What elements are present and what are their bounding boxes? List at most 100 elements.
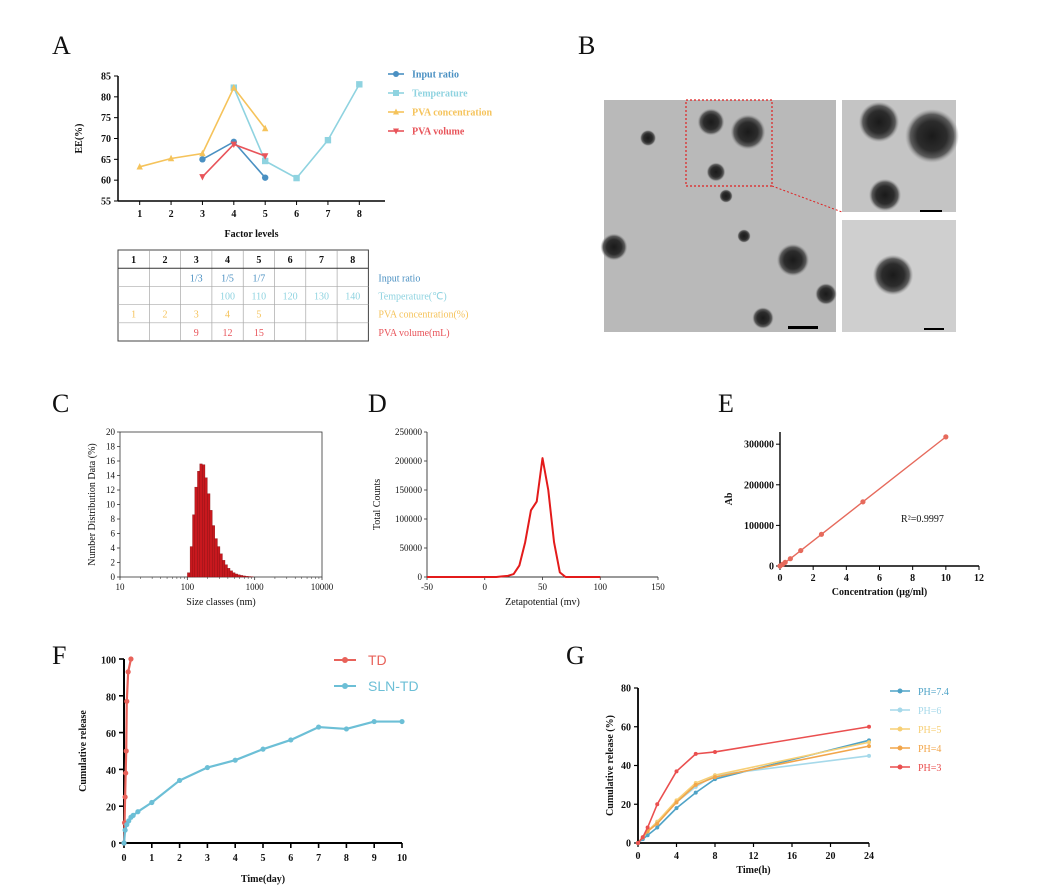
x-tick-label: 100 (594, 582, 608, 592)
y-tick-label: 300000 (744, 440, 774, 451)
data-point (122, 794, 128, 800)
histogram-bar (209, 510, 213, 578)
nanoparticle (730, 114, 766, 150)
y-tick-label: 200000 (395, 456, 423, 466)
data-point (136, 163, 143, 170)
table-header-cell: 1 (131, 255, 136, 266)
table-header-cell: 5 (256, 255, 261, 266)
table-header-cell: 7 (319, 255, 324, 266)
data-point (123, 748, 129, 754)
y-tick-label: 60 (621, 722, 631, 733)
tem-roi-box (685, 99, 773, 187)
chart-a: 55 60 65 70 75 80 85 1 2 3 4 5 6 7 8 Factor levels EE(%)… (74, 70, 493, 241)
histogram-bar (189, 546, 193, 578)
x-tick-label: 8 (344, 853, 349, 864)
y-tick-label: 0 (626, 839, 631, 850)
y-tick-label: 20 (106, 427, 116, 437)
data-point (636, 841, 640, 845)
data-point (232, 757, 238, 763)
data-point (640, 835, 645, 840)
table-cell: 1 (131, 310, 136, 321)
table-header-cell: 3 (194, 255, 199, 266)
legend-label: SLN-TD (368, 678, 419, 694)
y-tick-label: 100000 (395, 514, 423, 524)
x-tick-label: 8 (910, 573, 915, 584)
histogram-bar (194, 486, 198, 578)
data-point (288, 737, 294, 743)
data-point (261, 153, 269, 160)
y-tick-label: 80 (621, 684, 631, 695)
legend-marker (393, 108, 399, 115)
table-header-cell: 4 (225, 255, 230, 266)
y-axis-label: Number Distribution Data (%) (87, 443, 98, 565)
histogram-bar (234, 573, 238, 578)
x-tick-label: 12 (749, 851, 759, 862)
nanoparticle (706, 162, 726, 182)
x-tick-label: 50 (538, 582, 548, 592)
histogram-bar (204, 477, 208, 578)
y-tick-label: 4 (111, 543, 116, 553)
data-point (693, 782, 698, 787)
chart-e: 0 100000 200000 300000 0 2 4 6 8 10 12 R²=0.9997 Con… (724, 432, 984, 598)
x-tick-label: 5 (263, 209, 268, 220)
y-axis-label: Cumulative release (78, 710, 89, 792)
x-tick-label: 150 (651, 582, 665, 592)
histogram-bar (247, 576, 251, 578)
x-tick-label: 5 (261, 853, 266, 864)
x-tick-label: 4 (231, 209, 236, 220)
data-point (655, 821, 660, 826)
data-point (867, 753, 871, 758)
table-cell: 9 (194, 328, 199, 339)
panel-label-f: F (52, 641, 66, 670)
data-point (818, 531, 825, 537)
legend-marker (393, 128, 399, 135)
data-point (124, 698, 130, 704)
series-line (637, 741, 870, 844)
legend-marker (897, 688, 903, 694)
legend-label: PH=3 (918, 763, 941, 774)
y-axis-label: Cumulative release (%) (605, 715, 616, 816)
histogram-bar (202, 464, 206, 578)
y-tick-label: 20 (621, 800, 631, 811)
y-tick-label: 85 (101, 72, 111, 83)
x-tick-label: 10 (116, 582, 126, 592)
legend-label: PVA volume (412, 127, 465, 138)
series-line (122, 658, 133, 844)
data-point (130, 812, 136, 819)
legend-marker (393, 90, 399, 96)
data-point (674, 800, 679, 805)
x-axis-label: Time(h) (736, 865, 770, 876)
data-point (399, 718, 405, 725)
table-header-cell: 2 (162, 255, 167, 266)
data-point (693, 790, 698, 795)
y-tick-label: 16 (106, 456, 116, 466)
histogram-bar (222, 560, 226, 578)
data-point (149, 799, 155, 806)
data-point (199, 156, 206, 163)
series-line (637, 725, 870, 844)
nanoparticle (737, 229, 751, 243)
y-tick-label: 150000 (395, 485, 423, 495)
nanoparticle (776, 243, 810, 277)
x-tick-label: 100 (181, 582, 195, 592)
y-tick-label: 80 (106, 692, 116, 703)
legend-label: PH=5 (918, 725, 941, 736)
data-point (867, 740, 871, 745)
x-tick-label: 3 (205, 853, 210, 864)
x-tick-label: 0 (122, 853, 127, 864)
y-tick-label: 75 (101, 113, 111, 124)
y-tick-label: 0 (769, 562, 774, 573)
table-header-cell: 6 (288, 255, 293, 266)
y-tick-label: 70 (101, 134, 111, 145)
data-point (204, 764, 210, 771)
chart-f: 0 20 40 60 80 100 0 1 2 3 4 5 6 7 8 9 10 TD SLN-TD Time(day… (78, 652, 419, 885)
legend-marker (342, 683, 348, 689)
y-tick-label: 80 (101, 92, 111, 103)
data-point (713, 775, 717, 780)
legend-marker (897, 707, 903, 713)
tem-roi-connector (771, 185, 843, 213)
data-point (135, 809, 141, 815)
y-tick-label: 6 (111, 529, 116, 539)
